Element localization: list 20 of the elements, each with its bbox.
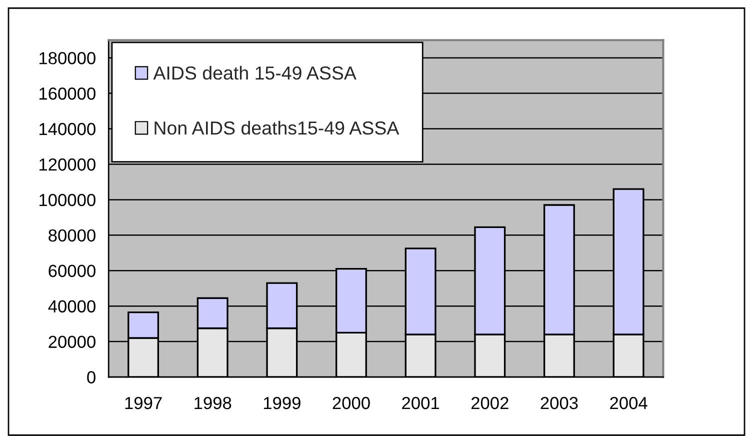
x-tick-label: 2001 — [402, 396, 440, 410]
legend-label: AIDS death 15-49 ASSA — [153, 66, 356, 80]
x-tick-label: 2002 — [471, 396, 508, 410]
y-tick-label: 0 — [87, 371, 96, 384]
x-tick-label: 2004 — [610, 396, 648, 410]
y-tick-label: 60000 — [48, 264, 96, 278]
x-tick-label: 2000 — [332, 396, 370, 410]
x-tick-label: 2003 — [540, 396, 578, 410]
legend-label: Non AIDS deaths15-49 ASSA — [154, 120, 400, 135]
y-tick-label: 120000 — [40, 158, 96, 171]
x-tick-label: 1999 — [264, 396, 300, 410]
y-tick-label: 140000 — [40, 122, 96, 136]
y-tick-label: 80000 — [48, 229, 96, 242]
y-tick-label: 20000 — [48, 336, 96, 348]
y-tick-label: 160000 — [40, 87, 96, 100]
x-tick-label: 1997 — [125, 396, 162, 410]
y-tick-label: 180000 — [40, 52, 96, 64]
x-tick-label: 1998 — [194, 396, 232, 410]
y-tick-label: 40000 — [48, 300, 96, 313]
y-tick-label: 100000 — [40, 194, 96, 206]
